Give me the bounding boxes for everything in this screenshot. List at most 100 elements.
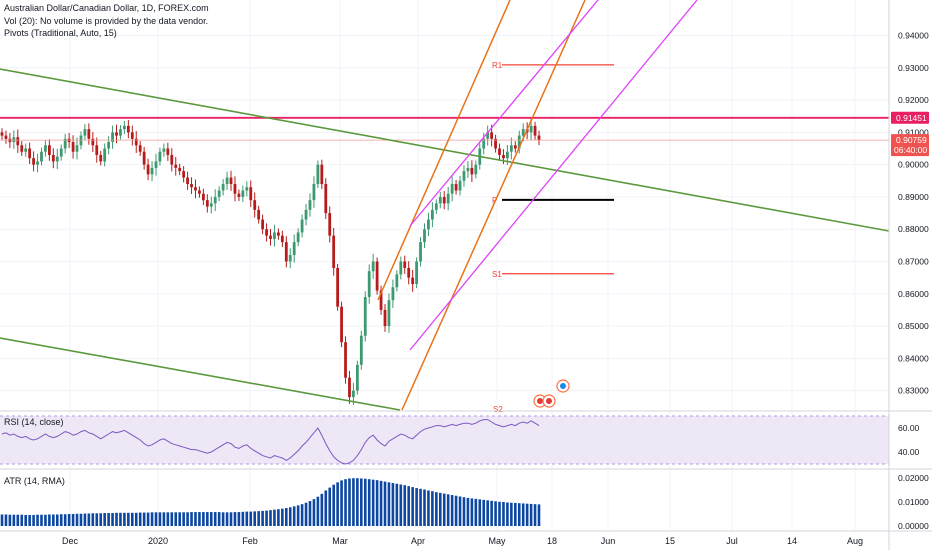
atr-bar	[59, 514, 63, 526]
atr-bar	[486, 500, 489, 526]
candle-body	[126, 125, 130, 133]
atr-bar	[99, 513, 103, 526]
atr-bar	[375, 480, 379, 526]
candle-body	[324, 184, 328, 214]
atr-bar	[304, 502, 308, 526]
candle-body	[265, 229, 268, 236]
candle-body	[237, 193, 241, 197]
candle-body	[482, 138, 486, 149]
candle-body	[44, 145, 47, 152]
candle-body	[103, 148, 107, 162]
price-tick: 0.92000	[898, 95, 929, 105]
event-icons[interactable]	[533, 379, 570, 408]
atr-bar	[24, 514, 27, 526]
atr-bar	[458, 496, 462, 526]
atr-bar	[194, 512, 197, 526]
candle-body	[225, 177, 229, 185]
atr-bar	[87, 513, 91, 526]
candle-body	[16, 137, 20, 146]
atr-bar	[438, 492, 442, 526]
atr-bar	[4, 514, 8, 526]
magenta-channel-upper	[409, 0, 599, 227]
candle-body	[261, 219, 265, 230]
candle-body	[383, 309, 387, 327]
candle-body	[194, 187, 197, 191]
candle-body	[229, 177, 233, 185]
price-tick: 0.84000	[898, 353, 929, 363]
atr-bar	[281, 508, 284, 526]
pivot-label-S2: S2	[493, 405, 503, 414]
time-tick: 15	[665, 536, 675, 546]
pivot-lines: R1 P S1 S2	[492, 61, 614, 414]
candle-body	[115, 132, 118, 136]
atr-bar	[379, 480, 383, 526]
atr-bar	[478, 499, 482, 526]
candle-body	[292, 242, 296, 256]
atr-bar	[470, 498, 474, 526]
atr-bar	[71, 514, 75, 526]
atr-bar	[28, 514, 31, 526]
price-tick: 0.88000	[898, 224, 929, 234]
price-tick: 0.83000	[898, 386, 929, 396]
price-tick: 0.86000	[898, 289, 929, 299]
candle-body	[174, 164, 178, 168]
candle-body	[320, 164, 324, 185]
atr-bar	[265, 510, 268, 526]
atr-bar	[403, 485, 407, 526]
candles	[0, 118, 541, 405]
atr-bar	[213, 512, 217, 526]
atr-bar	[498, 501, 501, 526]
candle-body	[399, 261, 403, 275]
candle-body	[158, 151, 162, 162]
atr-bar	[490, 500, 493, 526]
atr-bar	[146, 512, 150, 526]
candle-body	[537, 135, 541, 141]
candle-body	[245, 187, 249, 191]
candle-body	[0, 132, 4, 136]
candle-body	[63, 138, 67, 149]
atr-bar	[442, 493, 446, 526]
candle-body	[119, 129, 122, 136]
atr-tick: 0.00000	[898, 521, 929, 531]
price-tick: 0.90000	[898, 160, 929, 170]
atr-bar	[170, 512, 174, 526]
atr-tick: 0.01000	[898, 497, 929, 507]
atr-bar	[462, 497, 466, 526]
atr-bars	[0, 478, 541, 526]
candle-body	[498, 148, 501, 155]
candle-body	[47, 145, 51, 155]
candle-body	[446, 193, 450, 204]
atr-bar	[360, 478, 363, 526]
atr-bar	[423, 489, 426, 526]
atr-bar	[261, 510, 264, 526]
candle-body	[312, 184, 316, 201]
candle-body	[198, 190, 201, 194]
trend-lines[interactable]	[0, 0, 890, 411]
atr-bar	[352, 478, 355, 526]
atr-bar	[257, 511, 260, 526]
atr-bar	[296, 505, 300, 526]
candle-body	[213, 196, 217, 204]
atr-bar	[12, 514, 16, 526]
atr-bar	[182, 512, 185, 526]
atr-bar	[162, 512, 166, 526]
candle-body	[438, 196, 442, 204]
atr-bar	[221, 512, 225, 526]
time-axis[interactable]: Dec 2020 Feb Mar Apr May 18 Jun 15 Jul 14 Aug	[62, 536, 863, 546]
candle-body	[367, 271, 371, 298]
atr-bar	[411, 487, 414, 526]
candle-body	[209, 203, 213, 207]
price-axis[interactable]: 0.94000 0.93000 0.92000 0.91000 0.90000 0.890…	[898, 31, 929, 531]
atr-bar	[356, 478, 359, 526]
pivot-label-S1: S1	[492, 270, 502, 279]
candle-body	[134, 138, 138, 146]
atr-bar	[249, 511, 253, 526]
candle-body	[170, 154, 174, 165]
resistance-tag-bg	[891, 111, 929, 124]
atr-bar	[395, 483, 399, 526]
atr-bar	[399, 484, 403, 526]
atr-bar	[454, 495, 458, 526]
